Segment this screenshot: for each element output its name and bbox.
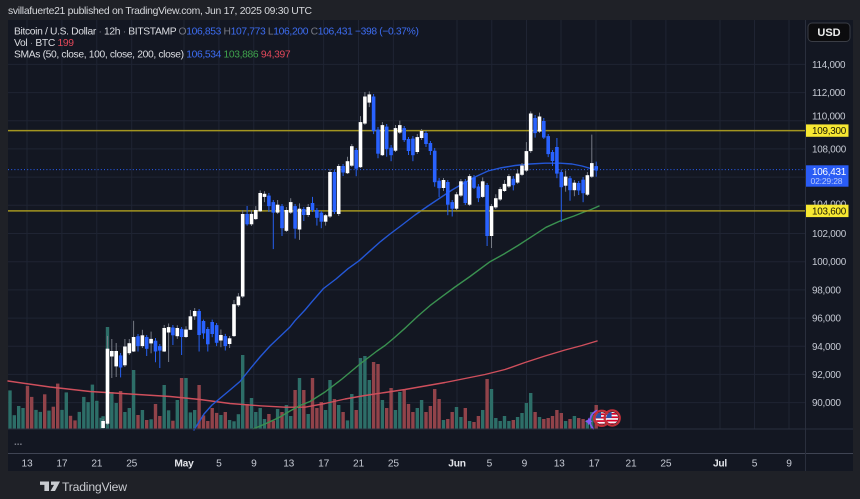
svg-text:Jun: Jun <box>448 459 466 470</box>
svg-text:21: 21 <box>626 459 637 470</box>
svg-text:13: 13 <box>554 459 565 470</box>
svg-text:9: 9 <box>786 459 792 470</box>
svg-text:5: 5 <box>487 459 493 470</box>
svg-text:Bitcoin / U.S. Dollar · 12h ·: Bitcoin / U.S. Dollar · 12h · BITSTAMP O… <box>14 27 419 38</box>
svg-text:102,000: 102,000 <box>812 229 847 240</box>
svg-text:13: 13 <box>283 459 294 470</box>
svg-text:5: 5 <box>216 459 222 470</box>
svg-text:98,000: 98,000 <box>812 285 841 296</box>
svg-text:109,300: 109,300 <box>812 126 847 137</box>
svg-text:114,000: 114,000 <box>812 60 846 71</box>
svg-text:13: 13 <box>22 459 33 470</box>
svg-text:Vol · BTC 199: Vol · BTC 199 <box>14 38 74 49</box>
svg-text:108,000: 108,000 <box>812 144 847 155</box>
svg-text:TradingView: TradingView <box>62 480 127 494</box>
svg-text:17: 17 <box>589 459 600 470</box>
svg-text:17: 17 <box>56 459 67 470</box>
svg-text:25: 25 <box>126 459 137 470</box>
svg-text:...: ... <box>14 437 23 448</box>
svg-text:5: 5 <box>752 459 758 470</box>
svg-text:02:29:28: 02:29:28 <box>811 176 843 186</box>
svg-text:112,000: 112,000 <box>812 88 846 99</box>
svg-text:25: 25 <box>388 459 399 470</box>
svg-text:Jul: Jul <box>713 459 727 470</box>
svg-text:21: 21 <box>91 459 102 470</box>
svg-text:9: 9 <box>522 459 528 470</box>
svg-text:25: 25 <box>660 459 671 470</box>
svg-text:92,000: 92,000 <box>812 370 841 381</box>
svg-text:21: 21 <box>353 459 364 470</box>
svg-text:106,431: 106,431 <box>812 167 847 178</box>
svg-text:USD: USD <box>817 27 840 39</box>
svg-text:SMAs (50, close, 100, close, 2: SMAs (50, close, 100, close, 200, close)… <box>14 50 291 61</box>
svg-text:94,000: 94,000 <box>812 342 841 353</box>
svg-text:May: May <box>174 459 194 470</box>
svg-text:110,000: 110,000 <box>812 112 846 123</box>
svg-text:103,600: 103,600 <box>812 207 847 218</box>
svg-text:96,000: 96,000 <box>812 314 841 325</box>
svg-text:100,000: 100,000 <box>812 257 847 268</box>
svg-text:svillafuerte21 published on Tr: svillafuerte21 published on TradingView.… <box>8 6 313 17</box>
svg-text:90,000: 90,000 <box>812 398 841 409</box>
svg-text:9: 9 <box>251 459 257 470</box>
svg-text:17: 17 <box>318 459 329 470</box>
